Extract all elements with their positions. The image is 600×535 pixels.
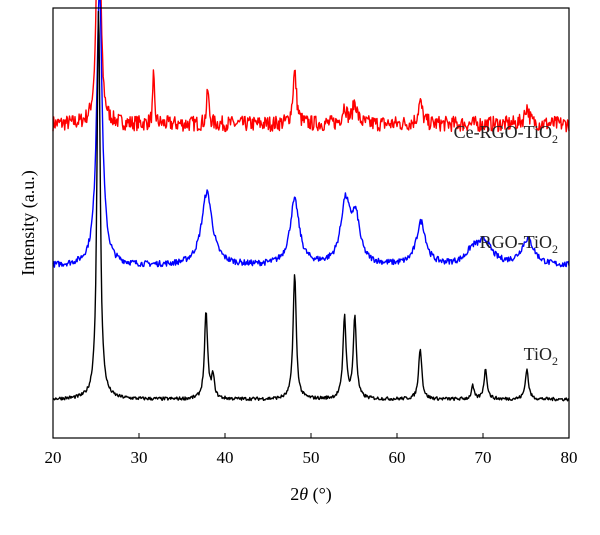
series-label: RGO-TiO2	[480, 232, 558, 256]
x-tick-label: 20	[45, 448, 62, 467]
series-line-ce-rgo-tio	[52, 0, 570, 133]
series-label-main: TiO	[524, 344, 552, 364]
x-tick-label: 70	[475, 448, 492, 467]
x-tick-label: 30	[131, 448, 148, 467]
series-label: Ce-RGO-TiO2	[454, 122, 558, 146]
series-label-main: Ce-RGO-TiO	[454, 122, 552, 142]
y-axis-label: Intensity (a.u.)	[18, 170, 39, 275]
series-line-tio	[52, 10, 570, 402]
x-ticks: 20 30 40 50 60 70 80	[45, 433, 578, 467]
series-label-main: RGO-TiO	[480, 232, 552, 252]
series-label-subscript: 2	[552, 132, 558, 146]
x-tick-label: 80	[561, 448, 578, 467]
x-tick-label: 50	[303, 448, 320, 467]
plot-frame	[52, 7, 570, 439]
x-tick-label: 40	[217, 448, 234, 467]
x-axis-label: 2θ (°)	[290, 484, 332, 505]
series-label-subscript: 2	[552, 242, 558, 256]
series-label: TiO2	[524, 344, 558, 368]
series-label-subscript: 2	[552, 354, 558, 368]
series-line-rgo-tio	[52, 0, 570, 268]
series-layer	[52, 0, 570, 402]
x-tick-label: 60	[389, 448, 406, 467]
